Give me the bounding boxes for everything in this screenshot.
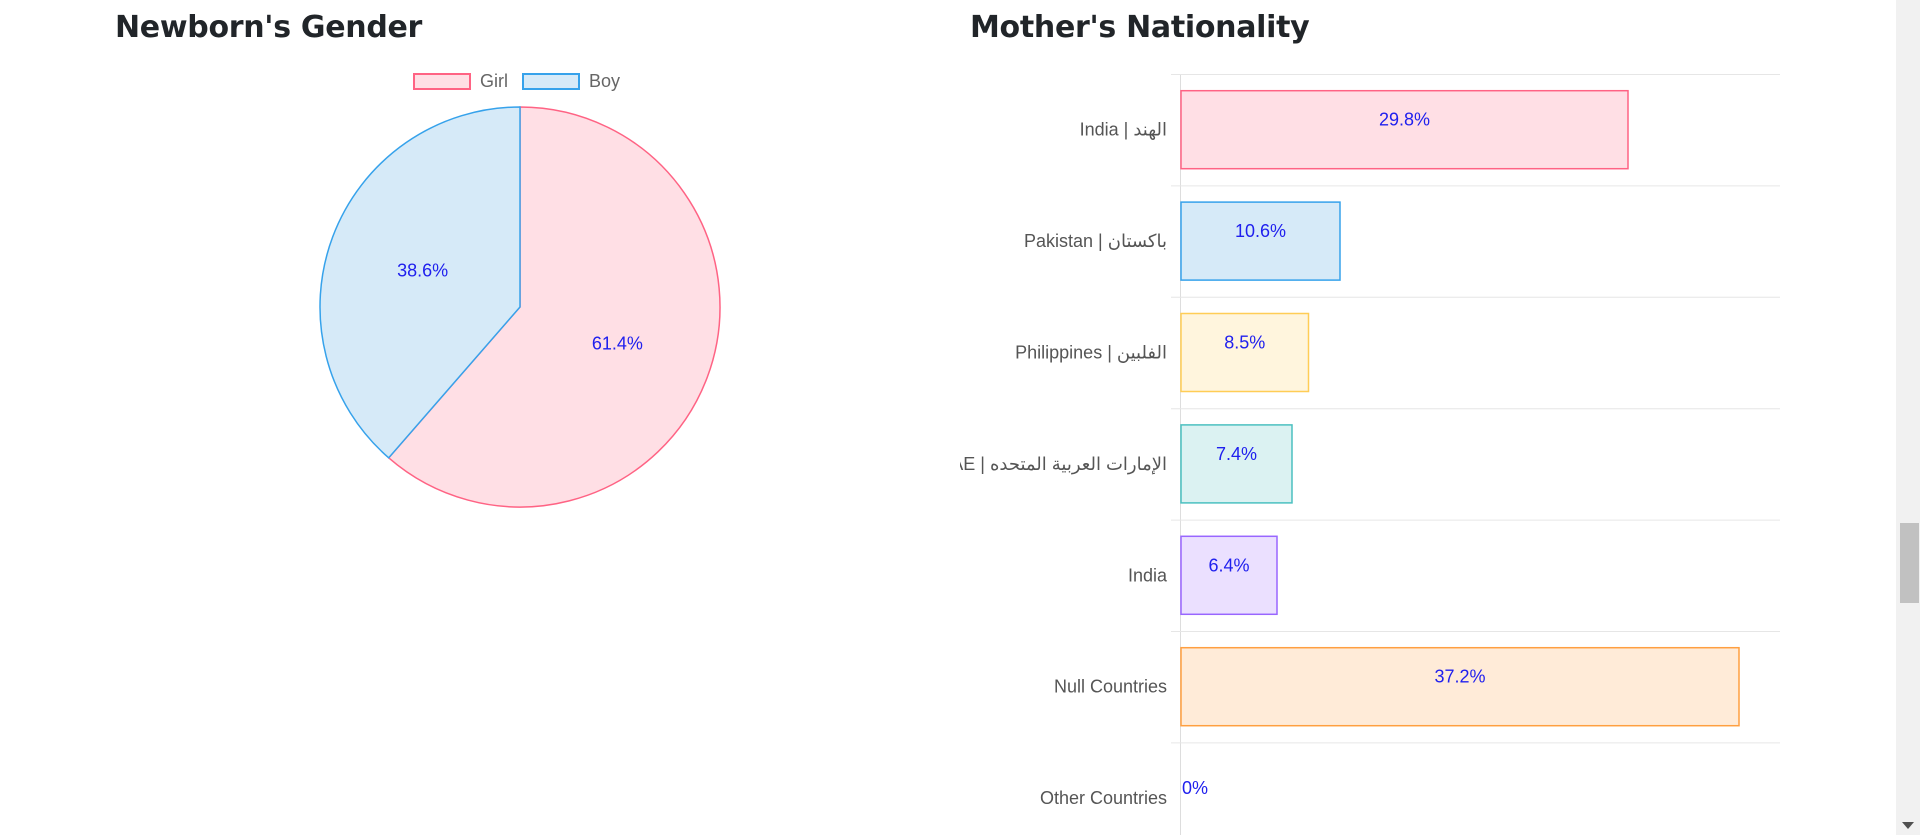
bar-2-value-label: 8.5% — [1224, 333, 1265, 353]
legend-item-boy[interactable]: Boy — [522, 71, 620, 92]
category-label-2: Philippines | الفلبين — [1015, 343, 1167, 364]
scroll-down-arrow-icon[interactable] — [1902, 822, 1914, 829]
legend-label-girl: Girl — [480, 70, 508, 91]
pie-label-boy: 38.6% — [397, 261, 448, 281]
bar-5-value-label: 37.2% — [1434, 667, 1485, 687]
gender-pie-chart: 61.4% 38.6% — [319, 106, 721, 508]
bar-4[interactable] — [1180, 535, 1278, 616]
pie-label-girl: 61.4% — [592, 333, 643, 353]
gender-chart-title: Newborn's Gender — [115, 10, 423, 45]
category-label-5: Null Countries — [1054, 677, 1167, 697]
scrollbar-thumb[interactable] — [1900, 523, 1919, 603]
bar-2[interactable] — [1180, 312, 1310, 393]
bar-4-value-label: 6.4% — [1208, 555, 1249, 575]
bar-6-value-label: 0% — [1182, 778, 1208, 798]
pie-slice-girl[interactable] — [387, 106, 721, 508]
legend-swatch-girl — [413, 72, 471, 90]
gender-legend: Girl Boy — [413, 69, 634, 93]
vertical-scrollbar[interactable] — [1896, 0, 1920, 835]
nationality-chart-title: Mother's Nationality — [970, 10, 1310, 45]
bar-5[interactable] — [1180, 646, 1740, 727]
pie-slice-boy[interactable] — [319, 106, 521, 459]
category-label-6: Other Countries — [1040, 788, 1167, 808]
bar-0[interactable] — [1180, 89, 1629, 170]
category-label-3: UAE | الإمارات العربية المتحده — [960, 454, 1167, 475]
legend-item-girl[interactable]: Girl — [413, 71, 508, 92]
legend-swatch-boy — [522, 72, 580, 90]
category-label-1: Pakistan | باكستان — [1024, 231, 1167, 251]
bar-3[interactable] — [1180, 424, 1293, 504]
bar-1-value-label: 10.6% — [1235, 221, 1286, 241]
bar-0-value-label: 29.8% — [1379, 110, 1430, 130]
legend-label-boy: Boy — [589, 70, 621, 91]
bar-3-value-label: 7.4% — [1216, 444, 1257, 464]
nationality-bar-chart: 29.8% India | الهند 10.6% Pakistan | باكستا… — [960, 74, 1780, 835]
bar-1[interactable] — [1180, 201, 1341, 281]
category-label-4: India — [1128, 565, 1168, 585]
category-label-0: India | الهند — [1080, 120, 1167, 141]
